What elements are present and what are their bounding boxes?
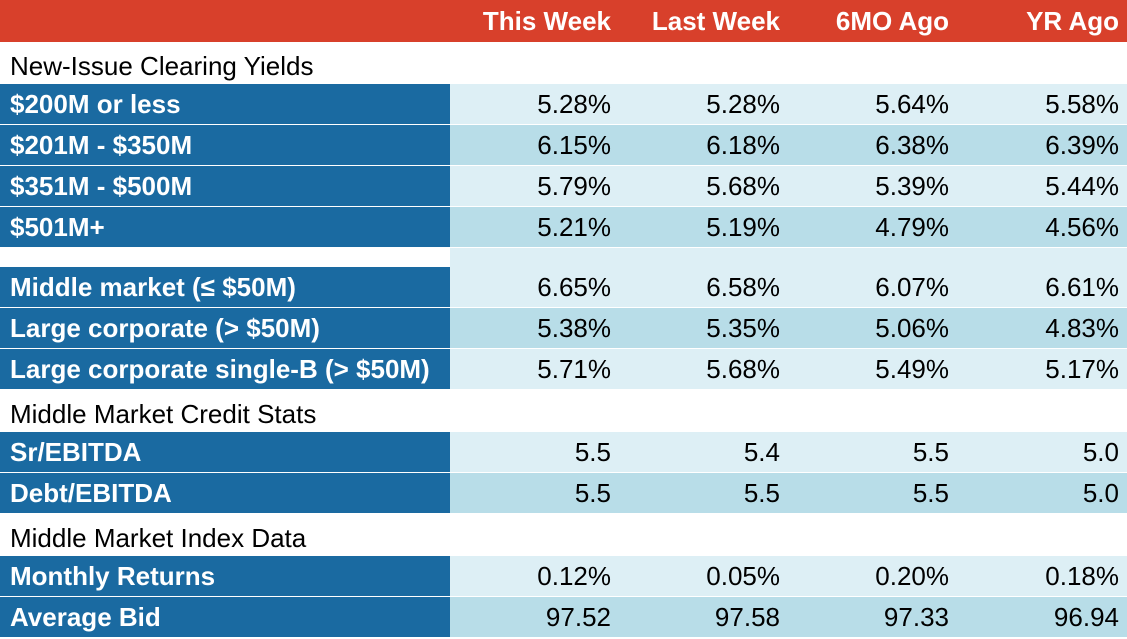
cell-value: 5.39% xyxy=(788,166,957,207)
cell-value: 6.65% xyxy=(450,267,619,308)
cell-value: 5.64% xyxy=(788,84,957,125)
row-label: Debt/EBITDA xyxy=(0,473,450,514)
cell-value: 0.20% xyxy=(788,556,957,597)
col-header-yr-ago: YR Ago xyxy=(1026,6,1119,36)
section-title: Middle Market Index Data xyxy=(10,523,307,553)
cell-value: 6.61% xyxy=(957,267,1127,308)
cell-value: 6.39% xyxy=(957,125,1127,166)
cell-value: 5.44% xyxy=(957,166,1127,207)
row-label: Monthly Returns xyxy=(0,556,450,597)
col-header-last-week: Last Week xyxy=(651,6,780,36)
row-label: Large corporate (> $50M) xyxy=(0,308,450,349)
cell-value: 5.68% xyxy=(619,166,788,207)
cell-value: 5.58% xyxy=(957,84,1127,125)
row-label: $201M - $350M xyxy=(0,125,450,166)
cell-value: 5.71% xyxy=(450,349,619,390)
cell-value: 6.38% xyxy=(788,125,957,166)
cell-value: 6.18% xyxy=(619,125,788,166)
cell-value: 4.83% xyxy=(957,308,1127,349)
cell-value: 97.58 xyxy=(619,597,788,638)
section-header: New-Issue Clearing Yields xyxy=(0,42,1127,84)
table-row: Large corporate (> $50M) 5.38% 5.35% 5.0… xyxy=(0,308,1127,349)
section-header: Middle Market Credit Stats xyxy=(0,390,1127,432)
cell-value: 5.0 xyxy=(957,432,1127,473)
spacer-row xyxy=(0,248,1127,267)
col-header-6mo-ago: 6MO Ago xyxy=(835,6,949,36)
row-label: $351M - $500M xyxy=(0,166,450,207)
cell-value: 5.4 xyxy=(619,432,788,473)
table-row: $200M or less 5.28% 5.28% 5.64% 5.58% xyxy=(0,84,1127,125)
cell-value: 97.52 xyxy=(450,597,619,638)
cell-value: 0.05% xyxy=(619,556,788,597)
table-row: $501M+ 5.21% 5.19% 4.79% 4.56% xyxy=(0,207,1127,248)
table-row: Debt/EBITDA 5.5 5.5 5.5 5.0 xyxy=(0,473,1127,514)
table-row: Large corporate single-B (> $50M) 5.71% … xyxy=(0,349,1127,390)
row-label: Middle market (≤ $50M) xyxy=(0,267,450,308)
table-row: Average Bid 97.52 97.58 97.33 96.94 xyxy=(0,597,1127,638)
cell-value: 5.35% xyxy=(619,308,788,349)
cell-value: 5.68% xyxy=(619,349,788,390)
cell-value: 4.56% xyxy=(957,207,1127,248)
cell-value: 6.07% xyxy=(788,267,957,308)
table-row: Monthly Returns 0.12% 0.05% 0.20% 0.18% xyxy=(0,556,1127,597)
cell-value: 5.5 xyxy=(788,473,957,514)
col-header-this-week: This Week xyxy=(482,6,611,36)
cell-value: 5.06% xyxy=(788,308,957,349)
cell-value: 5.38% xyxy=(450,308,619,349)
cell-value: 5.28% xyxy=(619,84,788,125)
cell-value: 5.0 xyxy=(957,473,1127,514)
cell-value: 0.12% xyxy=(450,556,619,597)
row-label: $200M or less xyxy=(0,84,450,125)
cell-value: 5.19% xyxy=(619,207,788,248)
row-label: Large corporate single-B (> $50M) xyxy=(0,349,450,390)
cell-value: 5.21% xyxy=(450,207,619,248)
cell-value: 5.5 xyxy=(450,432,619,473)
cell-value: 5.5 xyxy=(788,432,957,473)
cell-value: 5.79% xyxy=(450,166,619,207)
section-title: Middle Market Credit Stats xyxy=(10,399,317,429)
cell-value: 5.28% xyxy=(450,84,619,125)
cell-value: 0.18% xyxy=(957,556,1127,597)
row-label: $501M+ xyxy=(0,207,450,248)
header-row: This Week Last Week 6MO Ago YR Ago xyxy=(0,0,1127,42)
cell-value: 4.79% xyxy=(788,207,957,248)
cell-value: 97.33 xyxy=(788,597,957,638)
cell-value: 5.49% xyxy=(788,349,957,390)
cell-value: 96.94 xyxy=(957,597,1127,638)
cell-value: 5.17% xyxy=(957,349,1127,390)
row-label: Average Bid xyxy=(0,597,450,638)
cell-value: 6.58% xyxy=(619,267,788,308)
section-header: Middle Market Index Data xyxy=(0,514,1127,556)
table-row: Sr/EBITDA 5.5 5.4 5.5 5.0 xyxy=(0,432,1127,473)
header-blank-cell xyxy=(0,0,450,42)
row-label: Sr/EBITDA xyxy=(0,432,450,473)
table-row: $201M - $350M 6.15% 6.18% 6.38% 6.39% xyxy=(0,125,1127,166)
spacer-fill xyxy=(450,248,1127,267)
cell-value: 5.5 xyxy=(619,473,788,514)
cell-value: 5.5 xyxy=(450,473,619,514)
table-row: $351M - $500M 5.79% 5.68% 5.39% 5.44% xyxy=(0,166,1127,207)
section-title: New-Issue Clearing Yields xyxy=(10,51,314,81)
cell-value: 6.15% xyxy=(450,125,619,166)
spacer-label-cell xyxy=(0,248,450,267)
table-row: Middle market (≤ $50M) 6.65% 6.58% 6.07%… xyxy=(0,267,1127,308)
